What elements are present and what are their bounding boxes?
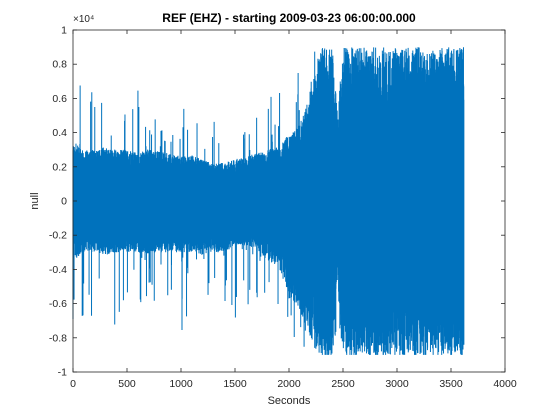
y-axis-exponent-label: ×10⁴ [73, 14, 94, 25]
x-axis-label: Seconds [268, 395, 311, 407]
x-tick-label: 2500 [331, 378, 355, 390]
y-tick-label: 0.2 [52, 161, 67, 173]
y-tick-label: -0.4 [49, 264, 67, 276]
x-tick-label: 3000 [385, 378, 409, 390]
y-tick-label: 1 [61, 25, 67, 37]
x-tick-label: 4000 [493, 378, 517, 390]
y-tick-label: 0.6 [52, 93, 67, 105]
x-tick-label: 3500 [439, 378, 463, 390]
x-tick-label: 2000 [277, 378, 301, 390]
x-axis-ticks: 0 500 1000 1500 2000 2500 3000 3500 4000 [70, 30, 517, 390]
chart-title: REF (EHZ) - starting 2009-03-23 06:00:00… [162, 11, 416, 25]
y-tick-label: -0.6 [49, 298, 67, 310]
y-tick-label: -1 [58, 367, 67, 379]
y-axis-ticks: -1 -0.8 -0.6 -0.4 -0.2 0 0.2 0.4 0.6 0.8 1 [49, 25, 505, 379]
x-tick-label: 0 [70, 378, 76, 390]
y-axis-label: null [29, 192, 41, 209]
x-tick-label: 1000 [169, 378, 193, 390]
y-tick-label: -0.2 [49, 230, 67, 242]
y-tick-label: 0.4 [52, 127, 67, 139]
x-tick-label: 500 [118, 378, 136, 390]
y-tick-label: 0.8 [52, 59, 67, 71]
x-tick-label: 1500 [223, 378, 247, 390]
y-tick-label: 0 [61, 196, 67, 208]
y-tick-label: -0.8 [49, 332, 67, 344]
